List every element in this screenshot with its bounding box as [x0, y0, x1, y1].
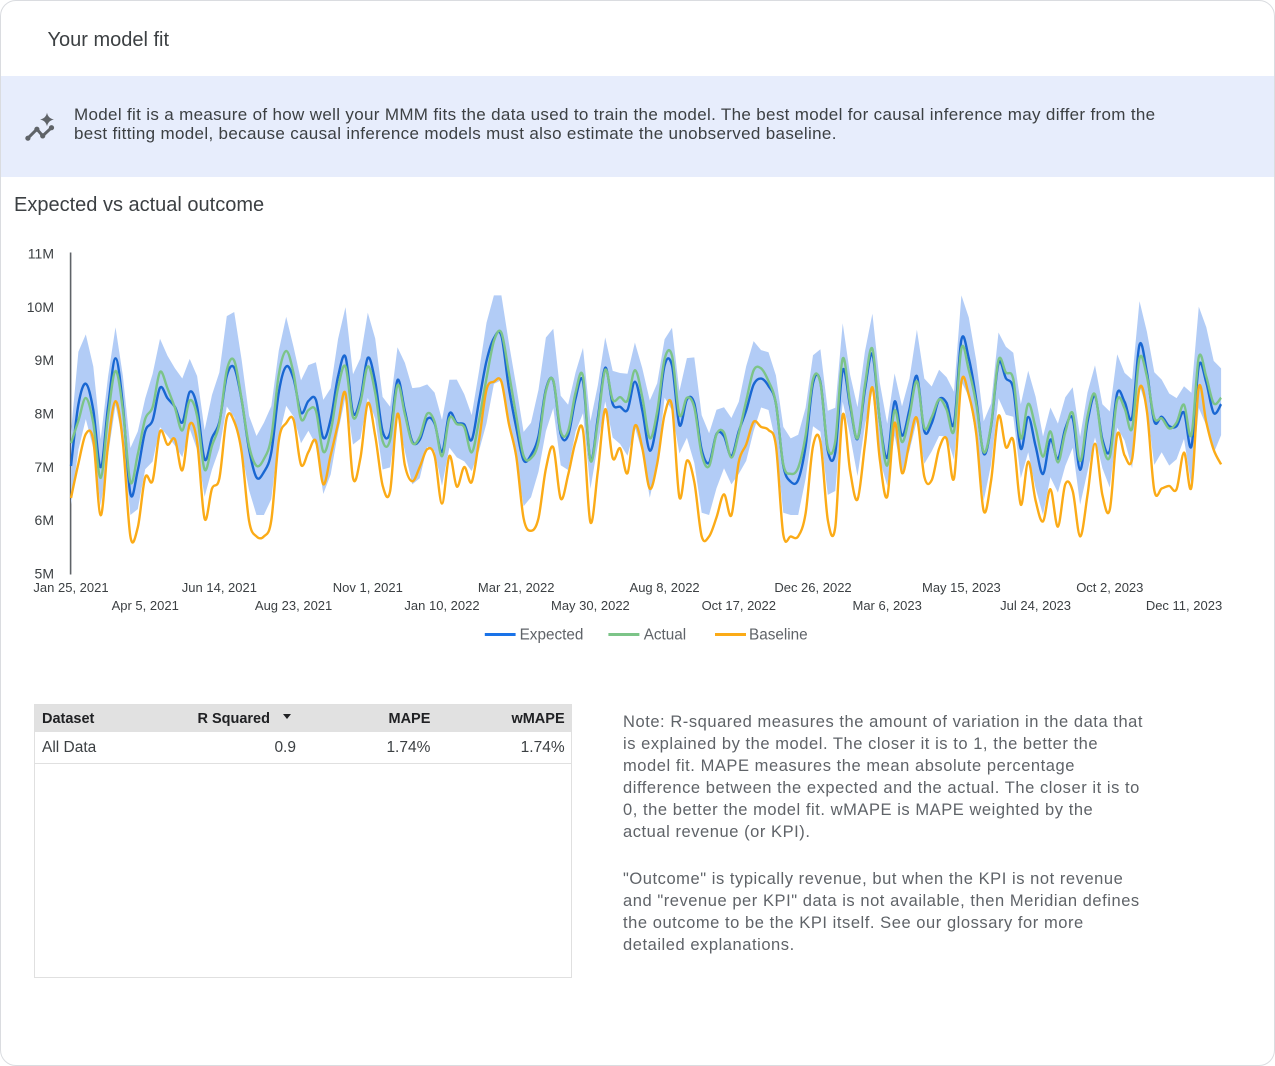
svg-text:5M: 5M — [35, 566, 54, 582]
svg-text:7M: 7M — [35, 459, 54, 475]
svg-text:6M: 6M — [35, 512, 54, 528]
svg-text:Apr 5, 2021: Apr 5, 2021 — [112, 598, 179, 613]
svg-text:May 15, 2023: May 15, 2023 — [922, 580, 1001, 595]
svg-text:Jul 24, 2023: Jul 24, 2023 — [1000, 598, 1071, 613]
svg-text:Mar 21, 2022: Mar 21, 2022 — [478, 580, 555, 595]
svg-text:Oct 17, 2022: Oct 17, 2022 — [702, 598, 776, 613]
svg-text:Dec 11, 2023: Dec 11, 2023 — [1146, 598, 1222, 613]
svg-text:Jun 14, 2021: Jun 14, 2021 — [182, 580, 257, 595]
svg-text:Jan 10, 2022: Jan 10, 2022 — [404, 598, 479, 613]
svg-text:Jan 25, 2021: Jan 25, 2021 — [33, 580, 108, 595]
svg-text:11M: 11M — [28, 246, 54, 262]
svg-text:9M: 9M — [35, 352, 54, 368]
svg-text:Dec 26, 2022: Dec 26, 2022 — [774, 580, 851, 595]
svg-text:Expected: Expected — [520, 626, 584, 643]
svg-text:10M: 10M — [27, 299, 54, 315]
svg-text:Mar 6, 2023: Mar 6, 2023 — [853, 598, 922, 613]
svg-text:Baseline: Baseline — [749, 626, 808, 643]
svg-text:Actual: Actual — [644, 626, 687, 643]
svg-text:8M: 8M — [35, 406, 54, 422]
svg-text:Aug 23, 2021: Aug 23, 2021 — [255, 598, 332, 613]
svg-text:May 30, 2022: May 30, 2022 — [551, 598, 630, 613]
svg-text:Nov 1, 2021: Nov 1, 2021 — [333, 580, 403, 595]
svg-text:Oct 2, 2023: Oct 2, 2023 — [1076, 580, 1143, 595]
svg-text:Aug 8, 2022: Aug 8, 2022 — [630, 580, 700, 595]
